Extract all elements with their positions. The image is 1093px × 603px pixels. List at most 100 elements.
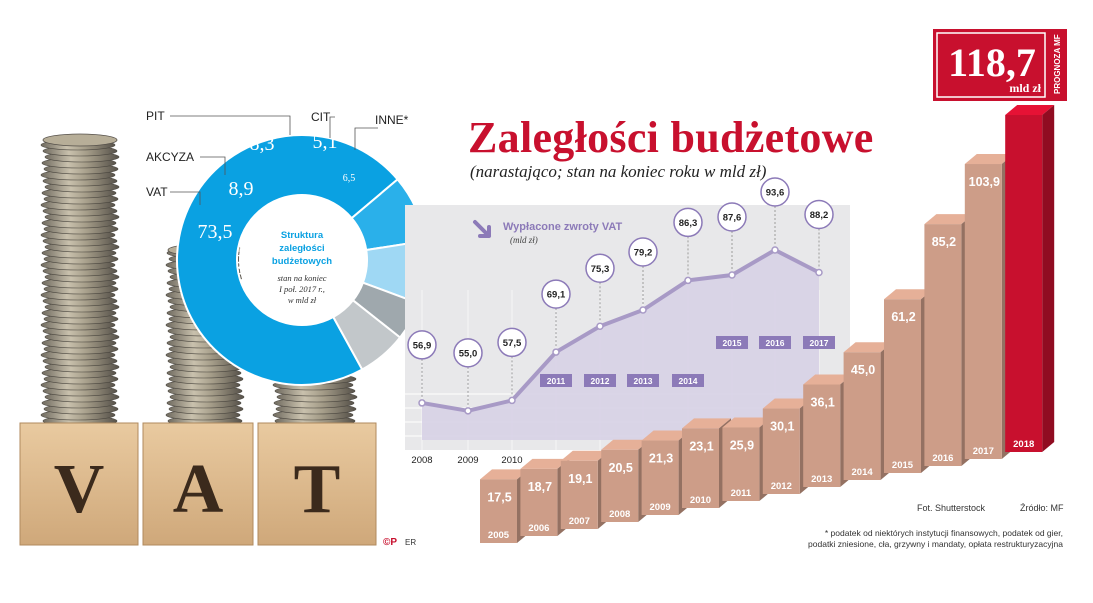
bar-year-label: 2008	[609, 509, 630, 520]
area-pin-bubble	[628, 237, 658, 267]
area-pin-bubble	[453, 338, 483, 368]
bar-year-label: 2017	[973, 446, 994, 457]
donut-leader-line	[354, 127, 378, 150]
bar-2010	[682, 428, 719, 508]
donut-value-label: 5,1	[313, 131, 338, 153]
bar-value-label: 85,2	[932, 235, 956, 249]
area-pin-bubble	[585, 253, 615, 283]
bar-value-label: 23,1	[689, 439, 713, 453]
donut-category-label: AKCYZA	[146, 150, 194, 164]
area-value-label: 56,9	[413, 340, 432, 351]
bar-2005	[480, 479, 517, 543]
area-year-label: 2009	[457, 455, 478, 466]
donut-category-label: INNE*	[375, 113, 409, 127]
bar-top-face	[480, 469, 529, 480]
bar-2007	[560, 460, 598, 529]
donut-category-label: CIT	[311, 110, 331, 124]
donut-leader-line	[200, 156, 226, 175]
publisher-logo: ©P	[383, 537, 398, 548]
forecast-label: PROGNOZA MF	[1053, 34, 1062, 94]
area-pin-bubble	[407, 330, 437, 360]
bar-2011	[722, 427, 760, 501]
forecast-box-frame	[936, 32, 1046, 98]
bar-top-face	[520, 458, 570, 469]
area-year-label: 2008	[411, 455, 432, 466]
bar-2006	[520, 468, 558, 536]
area-point	[639, 306, 647, 314]
bar-2018	[1005, 115, 1043, 452]
bar-value-label: 18,7	[528, 480, 552, 494]
donut-slice-inne	[331, 298, 402, 371]
bar-year-label: 2006	[528, 523, 549, 534]
area-point	[508, 396, 516, 405]
bar-value-label: 103,9	[969, 175, 1000, 189]
area-year-label: 2012	[591, 376, 610, 386]
block-letter-v: V	[54, 451, 105, 528]
bar-year-label: 2013	[811, 474, 832, 485]
bar-top-face	[560, 450, 610, 461]
bar-value-label: 45,0	[851, 363, 875, 377]
bar-value-label: 30,1	[770, 420, 794, 434]
bar-top-face	[924, 214, 974, 225]
bar-side-face	[1042, 105, 1055, 452]
area-value-label: 69,1	[547, 290, 566, 301]
vat-refund-area-chart: 56,9 2008 55,0 2009 57,5 2010 69,1 2011 75,3 2012…	[405, 177, 850, 466]
bar-year-label: 2010	[690, 495, 711, 506]
area-pin-bubble	[717, 202, 747, 232]
donut-value-label: 73,5	[198, 221, 233, 243]
area-point	[684, 276, 692, 285]
block-letter-t: T	[294, 451, 341, 528]
coin-top	[42, 133, 118, 147]
bar-year-label: 2016	[932, 453, 953, 464]
bar-2016	[924, 224, 962, 466]
donut-category-label: PIT	[146, 109, 165, 123]
area-point	[728, 271, 736, 279]
area-pin-bubble	[497, 327, 527, 358]
source-credit: Źródło: MF	[1020, 503, 1064, 513]
bar-value-label: 36,1	[811, 396, 835, 410]
area-year-label: 2017	[810, 338, 829, 348]
arrears-bar-chart: 17,5 2005 18,7 2006 19,1 2007 20,5 2008 21,3 2009…	[480, 105, 1055, 543]
area-pin-bubble	[673, 207, 703, 238]
bar-value-label: 17,5	[487, 490, 511, 504]
bar-year-label: 2012	[771, 481, 792, 492]
donut-center	[239, 197, 365, 323]
area-year-label: 2010	[501, 455, 522, 466]
area-year-label: 2015	[723, 338, 742, 348]
area-year-tag	[627, 374, 659, 387]
bar-top-face	[884, 289, 933, 300]
donut-category-label: VAT	[146, 185, 168, 199]
forecast-box: 118,7 mld zł PROGNOZA MF	[933, 29, 1067, 101]
bar-value-label: 21,3	[649, 452, 673, 466]
area-point	[771, 246, 779, 254]
bar-top-face	[682, 418, 731, 429]
bar-top-face	[762, 398, 812, 409]
area-year-label: 2011	[547, 376, 566, 386]
donut-leader-line	[170, 191, 201, 205]
bar-2008	[601, 449, 639, 522]
area-line	[421, 248, 820, 413]
forecast-value: 118,7	[948, 40, 1036, 85]
area-year-tag	[759, 336, 791, 349]
footnote: * podatek od niektórych instytucji finan…	[808, 528, 1063, 549]
bar-2014	[843, 352, 881, 480]
page-subtitle: (narastająco; stan na koniec roku w mld …	[470, 162, 767, 181]
bar-2013	[803, 384, 841, 487]
area-value-label: 75,3	[591, 264, 610, 275]
wood-block-v	[19, 422, 139, 546]
bar-top-face	[601, 439, 651, 450]
bar-year-label: 2014	[852, 467, 874, 478]
donut-value-label: 8,9	[229, 178, 254, 200]
arrow-down-right-icon	[473, 220, 491, 238]
bar-top-face	[843, 342, 893, 353]
area-value-label: 93,6	[766, 188, 785, 199]
area-year-tag	[803, 336, 835, 349]
photo-credit: Fot. Shutterstock	[917, 503, 986, 513]
area-point	[596, 322, 604, 330]
wood-block-a	[142, 422, 254, 546]
bar-2009	[641, 440, 679, 515]
donut-value-label: 8,3	[250, 133, 275, 155]
area-value-label: 79,2	[634, 248, 653, 259]
bar-value-label: 20,5	[609, 461, 633, 475]
area-year-label: 2013	[634, 376, 653, 386]
